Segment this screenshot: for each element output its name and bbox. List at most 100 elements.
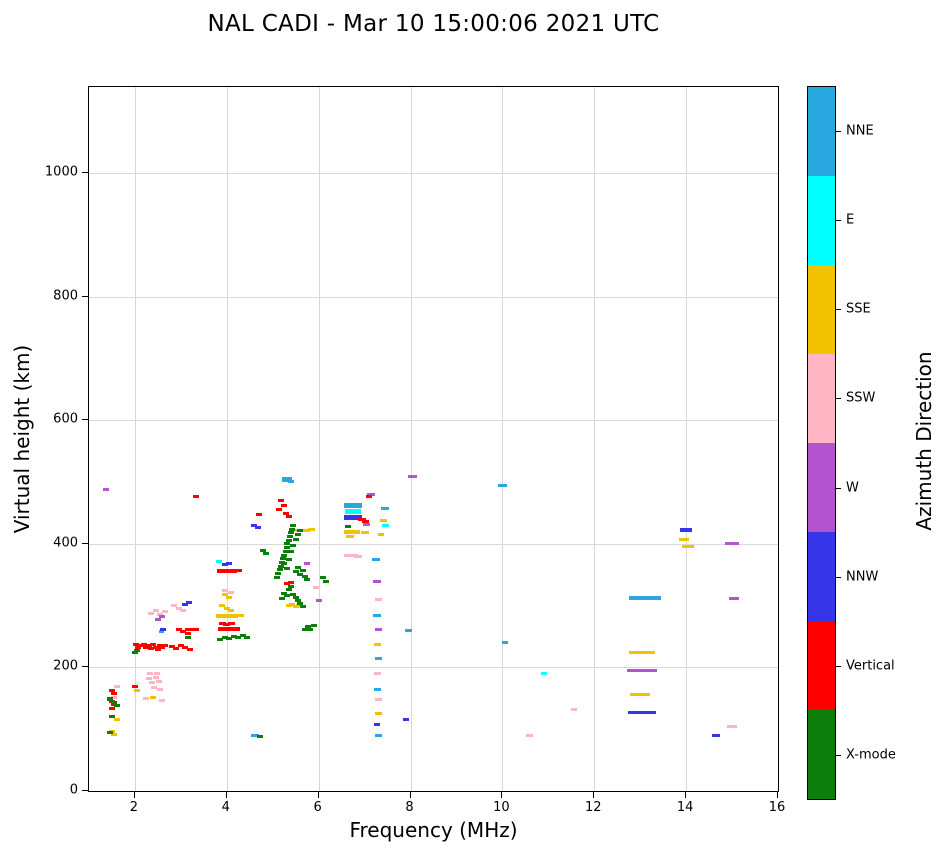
echo-point-x-mode bbox=[292, 570, 299, 574]
echo-point-vertical bbox=[255, 513, 262, 517]
legend-label-vertical: Vertical bbox=[846, 658, 895, 674]
echo-point-x-mode bbox=[287, 535, 294, 539]
echo-point-vertical bbox=[278, 499, 284, 503]
echo-point-ssw bbox=[159, 698, 166, 702]
echo-point-nne bbox=[628, 596, 661, 601]
grid-line-vertical bbox=[410, 87, 412, 791]
echo-point-vertical bbox=[157, 644, 164, 648]
legend-segment-e bbox=[808, 176, 835, 265]
echo-point-ssw bbox=[114, 684, 121, 688]
echo-point-x-mode bbox=[278, 564, 284, 568]
echo-point-x-mode bbox=[221, 635, 228, 639]
echo-point-nne bbox=[404, 628, 412, 632]
echo-point-nne bbox=[372, 557, 381, 561]
x-tick-label: 12 bbox=[584, 800, 602, 815]
echo-point-ssw bbox=[228, 590, 235, 594]
echo-point-sse bbox=[373, 642, 381, 646]
echo-point-e bbox=[215, 559, 222, 563]
echo-point-sse bbox=[682, 544, 695, 548]
echo-point-x-mode bbox=[184, 636, 191, 640]
echo-point-vertical bbox=[280, 503, 287, 507]
echo-point-nnw bbox=[344, 514, 363, 520]
echo-point-x-mode bbox=[297, 528, 304, 532]
colorbar-tick-mark bbox=[836, 130, 841, 132]
echo-point-w bbox=[627, 669, 658, 673]
echo-point-nnw bbox=[255, 526, 262, 530]
echo-point-ssw bbox=[152, 609, 159, 613]
colorbar-tick-mark bbox=[836, 576, 841, 578]
echo-point-w bbox=[102, 488, 109, 492]
legend-segment-sse bbox=[808, 265, 835, 354]
colorbar-tick-mark bbox=[836, 309, 841, 311]
echo-point-vertical bbox=[175, 627, 182, 631]
echo-point-x-mode bbox=[244, 636, 251, 640]
echo-point-vertical bbox=[108, 688, 115, 692]
echo-point-x-mode bbox=[281, 591, 288, 595]
echo-point-vertical bbox=[218, 621, 226, 625]
echo-point-nne bbox=[374, 656, 382, 660]
echo-point-x-mode bbox=[106, 698, 113, 702]
echo-point-x-mode bbox=[282, 549, 289, 553]
echo-point-vertical bbox=[141, 642, 148, 646]
echo-point-nne bbox=[344, 503, 363, 509]
echo-point-vertical bbox=[143, 646, 150, 650]
plot-title: NAL CADI - Mar 10 15:00:06 2021 UTC bbox=[207, 11, 660, 37]
x-tick-label: 16 bbox=[768, 800, 786, 815]
echo-point-ssw bbox=[143, 696, 150, 700]
echo-point-ssw bbox=[153, 672, 160, 676]
echo-point-sse bbox=[360, 531, 369, 535]
echo-point-nne bbox=[251, 733, 260, 737]
echo-point-sse bbox=[223, 606, 230, 610]
echo-point-vertical bbox=[282, 511, 289, 515]
echo-point-sse bbox=[285, 604, 292, 608]
echo-point-vertical bbox=[227, 621, 235, 625]
legend-label-w: W bbox=[846, 480, 859, 496]
echo-point-e bbox=[540, 672, 547, 676]
echo-point-nnw bbox=[186, 600, 193, 604]
y-tick-mark bbox=[82, 172, 88, 174]
legend-segment-x-mode bbox=[808, 710, 835, 799]
y-tick-mark bbox=[82, 419, 88, 421]
echo-point-x-mode bbox=[274, 576, 281, 580]
x-tick-label: 10 bbox=[493, 800, 510, 815]
echo-point-x-mode bbox=[344, 525, 351, 529]
echo-point-x-mode bbox=[283, 594, 290, 598]
x-tick-mark bbox=[317, 792, 319, 798]
echo-point-vertical bbox=[150, 643, 157, 647]
echo-point-nnw bbox=[251, 523, 258, 527]
echo-point-x-mode bbox=[320, 576, 327, 580]
echo-point-vertical bbox=[192, 494, 199, 498]
echo-point-nne bbox=[373, 687, 381, 691]
grid-line-vertical bbox=[502, 87, 504, 791]
echo-point-ssw bbox=[570, 707, 577, 711]
echo-point-ssw bbox=[111, 695, 118, 699]
echo-point-vertical bbox=[132, 642, 139, 646]
echo-point-x-mode bbox=[281, 553, 288, 557]
echo-point-x-mode bbox=[290, 592, 297, 596]
x-tick-mark bbox=[685, 792, 687, 798]
x-tick-mark bbox=[501, 792, 503, 798]
echo-point-vertical bbox=[159, 646, 166, 650]
y-tick-mark bbox=[82, 666, 88, 668]
echo-point-sse bbox=[344, 529, 361, 534]
echo-point-vertical bbox=[154, 648, 161, 652]
echo-point-w bbox=[408, 474, 418, 478]
echo-point-sse bbox=[292, 604, 299, 608]
echo-point-x-mode bbox=[106, 730, 113, 734]
echo-point-w bbox=[725, 542, 740, 546]
echo-point-x-mode bbox=[230, 635, 237, 639]
grid-line-vertical bbox=[318, 87, 320, 791]
echo-point-vertical bbox=[276, 507, 283, 511]
echo-point-nnw bbox=[221, 563, 228, 567]
echo-point-nnw bbox=[402, 718, 409, 722]
echo-point-x-mode bbox=[275, 572, 282, 576]
echo-point-x-mode bbox=[285, 557, 292, 561]
echo-point-x-mode bbox=[288, 585, 295, 589]
x-tick-mark bbox=[225, 792, 227, 798]
echo-point-ssw bbox=[313, 585, 320, 589]
colorbar-tick-mark bbox=[836, 487, 841, 489]
echo-point-vertical bbox=[234, 569, 243, 573]
echo-point-vertical bbox=[187, 648, 194, 652]
echo-point-x-mode bbox=[301, 627, 308, 631]
echo-point-ssw bbox=[175, 606, 182, 610]
